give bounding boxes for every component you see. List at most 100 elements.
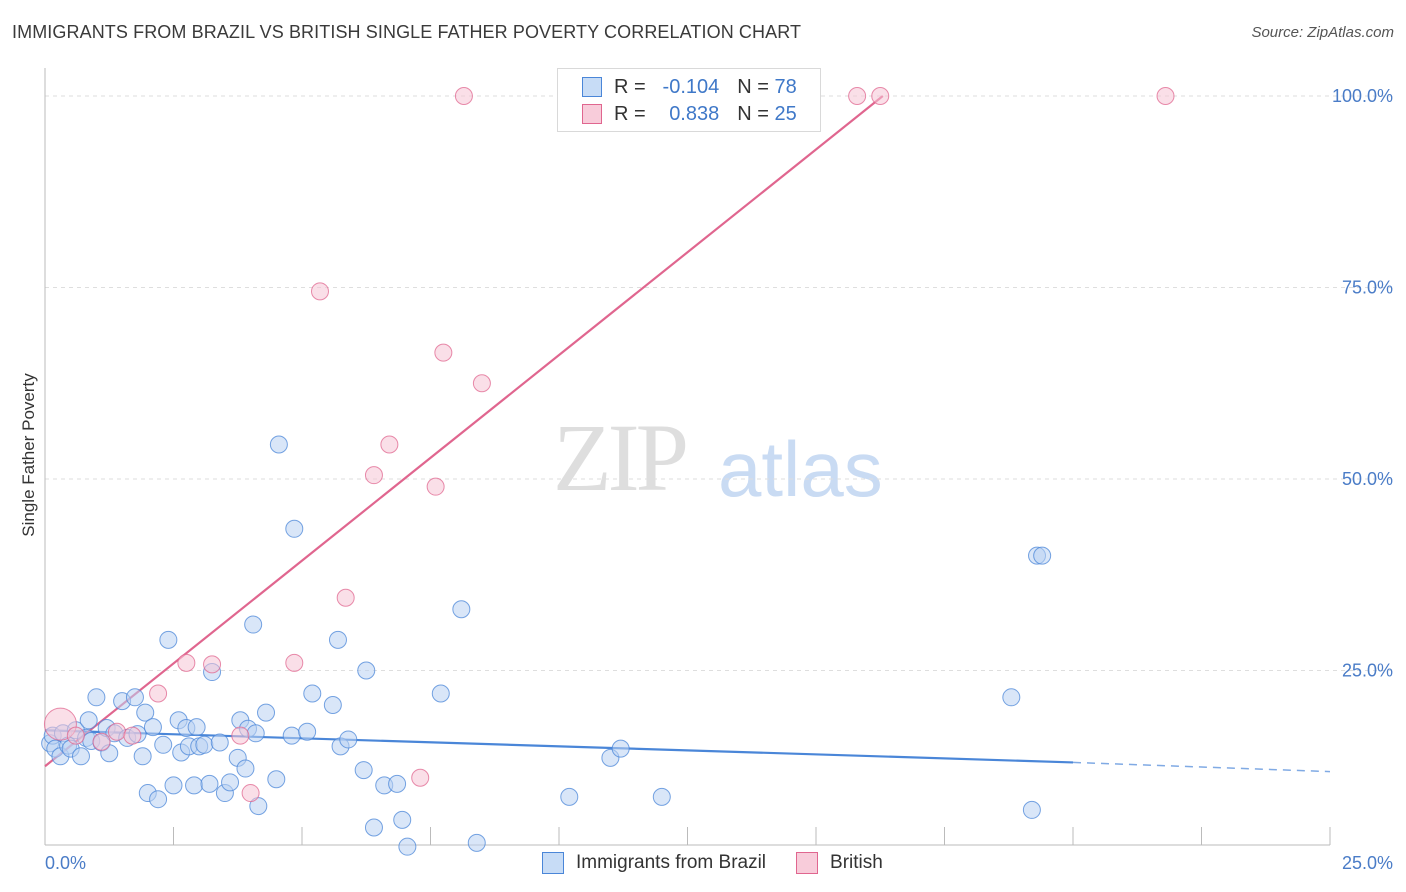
data-point-british [177, 653, 196, 672]
data-point-british [454, 87, 473, 105]
watermark-atlas: atlas [718, 425, 883, 513]
data-point-brazil [257, 703, 276, 722]
data-point-brazil [285, 519, 304, 538]
y-tick-label: 50.0% [1342, 469, 1393, 489]
data-point-brazil [185, 776, 204, 795]
data-point-brazil [164, 776, 183, 795]
data-point-brazil [393, 810, 412, 829]
data-point-british [411, 768, 430, 787]
data-point-british [1156, 87, 1175, 105]
data-point-brazil [159, 630, 178, 649]
data-point-british [107, 722, 126, 741]
data-points [41, 87, 1175, 856]
legend-n-label: N = [737, 102, 769, 125]
data-point-british [426, 477, 445, 496]
axes [44, 68, 1331, 846]
legend-row-brazil: R = -0.104 N = 78 [582, 74, 797, 100]
data-point-brazil [282, 726, 301, 745]
data-point-brazil [136, 703, 155, 722]
data-point-brazil [269, 435, 288, 454]
data-point-brazil [328, 630, 347, 649]
trend-line-brazil-extension [1072, 761, 1331, 773]
data-point-brazil [125, 688, 144, 707]
data-point-brazil [303, 684, 322, 703]
data-point-brazil [195, 735, 214, 754]
data-point-brazil [1002, 688, 1021, 707]
data-point-british [66, 726, 85, 745]
data-point-british [871, 87, 890, 105]
data-point-brazil [452, 600, 471, 619]
series-swatch-blue [542, 852, 564, 874]
data-point-british [472, 374, 491, 393]
data-point-brazil [187, 718, 206, 737]
grid-lines [45, 95, 1392, 671]
watermark-zip: ZIP [553, 404, 689, 511]
data-point-brazil [398, 837, 417, 856]
data-point-brazil [221, 773, 240, 792]
data-point-brazil [71, 747, 90, 766]
legend-r-value: -0.104 [662, 75, 720, 98]
data-point-brazil [364, 818, 383, 837]
data-point-brazil [143, 718, 162, 737]
data-point-british [310, 282, 329, 301]
series-label-brazil: Immigrants from Brazil [576, 852, 767, 873]
data-point-brazil [339, 730, 358, 749]
legend-n-value: 78 [774, 75, 797, 98]
series-label-british: British [830, 852, 883, 873]
y-tick-label: 100.0% [1332, 86, 1393, 106]
tick-labels: 25.0% 50.0% 75.0% 100.0% 0.0% 25.0% [45, 86, 1393, 873]
data-point-british [336, 588, 355, 607]
data-point-british [285, 653, 304, 672]
legend-swatch-pink [582, 104, 602, 124]
data-point-brazil [560, 787, 579, 806]
data-point-brazil [323, 695, 342, 714]
data-point-brazil [1022, 800, 1041, 819]
data-point-brazil [154, 735, 173, 754]
data-point-british [203, 655, 222, 674]
y-tick-label: 75.0% [1342, 278, 1393, 298]
data-point-british [380, 435, 399, 454]
x-tick-label: 25.0% [1342, 853, 1393, 873]
data-point-british [241, 784, 260, 803]
data-point-british [123, 726, 142, 745]
data-point-brazil [133, 747, 152, 766]
data-point-brazil [652, 787, 671, 806]
trend-line-british [44, 95, 884, 768]
data-point-brazil [246, 724, 265, 743]
data-point-brazil [236, 759, 255, 778]
data-point-brazil [467, 833, 486, 852]
series-legend-british[interactable]: British [796, 852, 883, 874]
legend-swatch-blue [582, 77, 602, 97]
data-point-brazil [354, 761, 373, 780]
legend-n-value: 25 [774, 102, 797, 125]
data-point-british [149, 684, 168, 703]
legend-r-value: 0.838 [669, 102, 720, 125]
correlation-legend: R = -0.104 N = 78 R = 0.838 N = 25 [557, 68, 821, 132]
data-point-brazil [1033, 546, 1052, 565]
data-point-brazil [431, 684, 450, 703]
data-point-brazil [149, 790, 168, 809]
data-point-brazil [298, 722, 317, 741]
data-point-brazil [210, 733, 229, 752]
data-point-brazil [611, 739, 630, 758]
data-point-british [364, 466, 383, 485]
data-point-british [848, 87, 867, 105]
y-axis-label: Single Father Poverty [19, 373, 38, 537]
data-point-british [434, 343, 453, 362]
data-point-british [231, 726, 250, 745]
series-swatch-pink [796, 852, 819, 874]
series-legend-brazil[interactable]: Immigrants from Brazil [542, 852, 766, 874]
data-point-brazil [244, 615, 263, 634]
chart-source: Source: ZipAtlas.com [1251, 24, 1394, 41]
data-point-brazil [388, 774, 407, 793]
y-tick-label: 25.0% [1342, 661, 1393, 681]
legend-r-label: R = [614, 102, 646, 125]
x-tick-label: 0.0% [45, 853, 86, 873]
data-point-brazil [357, 661, 376, 680]
data-point-brazil [87, 688, 106, 707]
data-point-brazil [79, 711, 98, 730]
legend-r-label: R = [614, 75, 646, 98]
data-point-british [92, 732, 111, 751]
legend-n-label: N = [737, 75, 769, 98]
